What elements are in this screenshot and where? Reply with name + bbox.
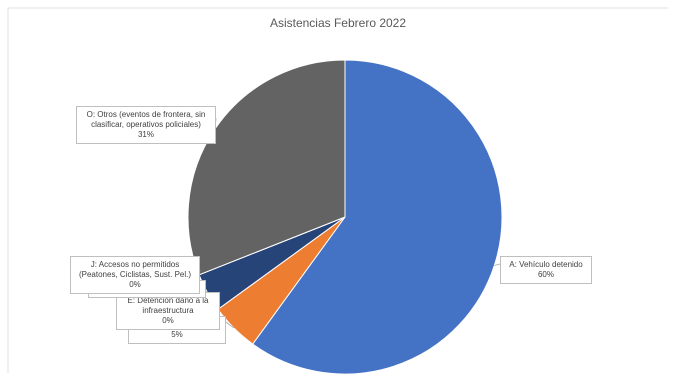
leader-line [225, 321, 235, 329]
data-label: A: Vehículo detenido 60% [500, 256, 592, 284]
chart-title: Asistencias Febrero 2022 [269, 16, 407, 30]
category-label: O: Otros (eventos de frontera, sin clasi… [86, 110, 206, 129]
data-label: E: Detención daño a la infraestructura 0% [116, 292, 220, 330]
value-label: 5% [171, 330, 183, 339]
category-label: E: Detención daño a la infraestructura [127, 296, 209, 315]
data-label: O: Otros (eventos de frontera, sin clasi… [76, 106, 216, 144]
value-label: 0% [162, 316, 174, 325]
value-label: 60% [537, 270, 554, 279]
category-label: A: Vehículo detenido [509, 260, 583, 269]
value-label: 0% [129, 280, 141, 289]
value-label: 31% [137, 130, 154, 139]
category-label: J: Accesos no permitidos (Peatones, Cicl… [78, 260, 192, 279]
leader-line [494, 263, 501, 266]
pie-slice [252, 59, 503, 375]
data-label: J: Accesos no permitidos (Peatones, Cicl… [70, 256, 200, 294]
